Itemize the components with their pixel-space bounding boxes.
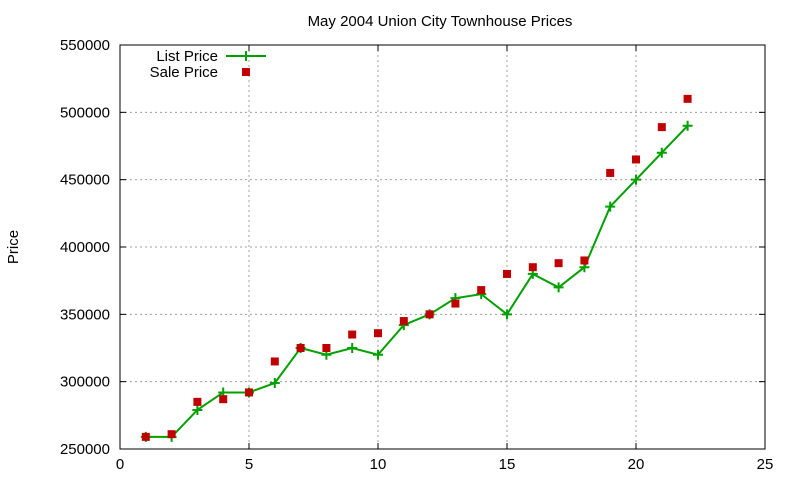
- data-point: [348, 330, 357, 339]
- legend-label: Sale Price: [150, 64, 218, 81]
- series-line: [145, 125, 689, 438]
- data-point: [192, 404, 203, 415]
- data-point: [451, 299, 460, 308]
- axes: 0 5 10 15 20 25 250000 300000 350000 400000 450000…: [60, 37, 773, 473]
- data-point: [193, 397, 202, 406]
- data-point: [141, 432, 150, 441]
- chart-title: May 2004 Union City Townhouse Prices: [308, 13, 573, 30]
- data-point: [631, 174, 641, 185]
- data-point: [347, 343, 358, 353]
- x-tick-label: 15: [499, 456, 516, 473]
- y-tick-label: 300000: [60, 374, 110, 391]
- data-point: [503, 269, 511, 278]
- x-tick-label: 10: [370, 456, 387, 473]
- data-point: [554, 259, 563, 268]
- data-point: [245, 388, 253, 397]
- x-tick-label: 0: [116, 456, 124, 473]
- y-axis-label: Price: [5, 230, 22, 264]
- data-point: [553, 282, 564, 293]
- grid: [120, 45, 765, 449]
- legend-label: List Price: [156, 48, 218, 65]
- x-tick-label: 20: [628, 456, 645, 473]
- data-point: [580, 256, 589, 265]
- data-point: [374, 329, 382, 338]
- data-point: [605, 201, 616, 212]
- data-point: [683, 94, 692, 103]
- data-point: [656, 147, 667, 158]
- x-tick-label: 5: [245, 456, 253, 473]
- data-point: [425, 310, 434, 319]
- data-point: [606, 168, 615, 177]
- data-point: [270, 357, 279, 366]
- data-point: [296, 344, 305, 352]
- y-tick-label: 250000: [60, 441, 110, 458]
- legend-marker: [242, 68, 250, 76]
- data-point: [477, 286, 486, 295]
- data-point: [632, 155, 640, 164]
- x-tick-label: 25: [757, 456, 774, 473]
- data-point: [219, 395, 228, 404]
- data-point: [528, 263, 537, 272]
- y-tick-label: 500000: [60, 104, 110, 121]
- data-point: [373, 349, 383, 360]
- y-tick-label: 550000: [60, 37, 110, 54]
- data-point: [167, 430, 176, 439]
- series-1: [141, 94, 692, 441]
- data-point: [682, 120, 693, 131]
- data-point: [399, 317, 408, 326]
- data-point: [657, 123, 666, 132]
- y-tick-label: 400000: [60, 239, 110, 256]
- y-tick-label: 350000: [60, 306, 110, 323]
- data-point: [269, 378, 280, 389]
- legend-marker: [241, 51, 251, 61]
- data-point: [502, 309, 512, 320]
- series-layer: [140, 94, 693, 442]
- data-point: [322, 344, 331, 352]
- y-tick-label: 450000: [60, 172, 110, 189]
